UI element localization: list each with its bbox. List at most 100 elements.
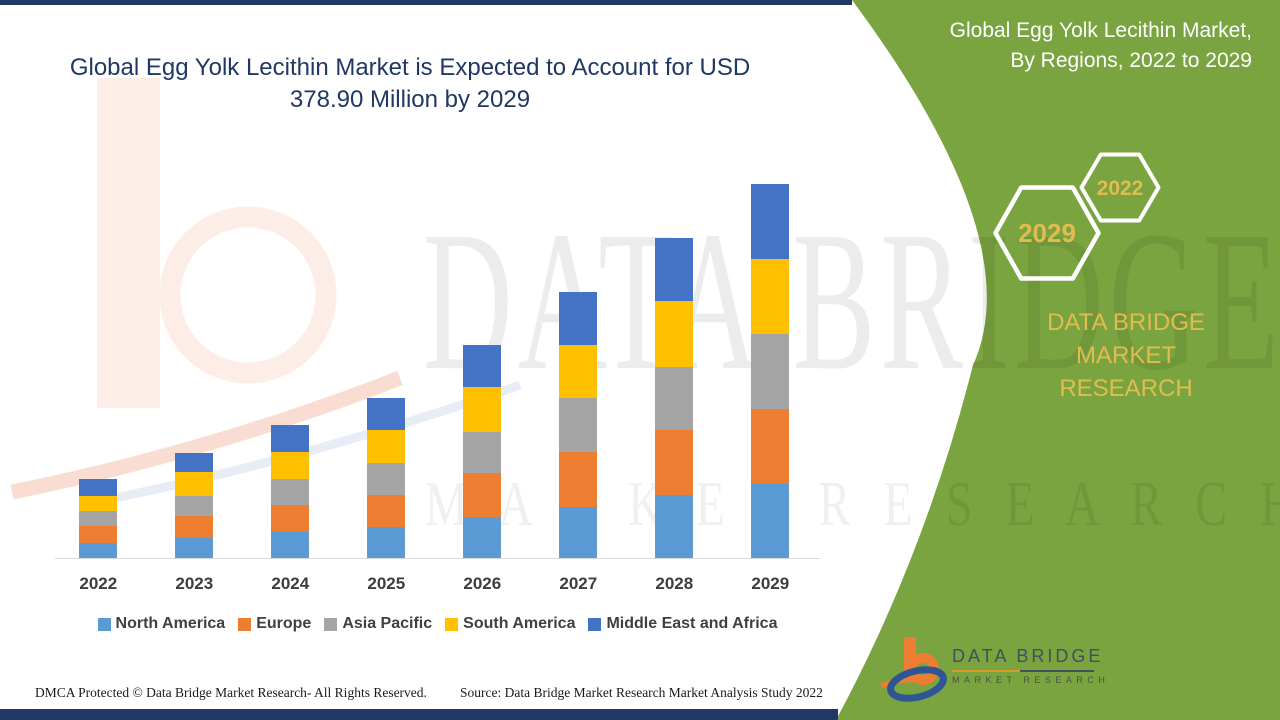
bar-segment-2022-middle-east-and-africa [79, 479, 118, 496]
bar-segment-2023-middle-east-and-africa [175, 452, 214, 473]
chart-legend: North America Europe Asia Pacific South Ame… [55, 615, 820, 633]
legend-item-middle-east-and-africa: Middle East and Africa [588, 615, 777, 633]
bar-segment-2029-europe [751, 409, 790, 484]
legend-swatch [588, 617, 602, 631]
bar-segment-2024-south-america [271, 452, 310, 480]
bar-segment-2027-south-america [559, 344, 598, 399]
x-axis-label-2024: 2024 [271, 574, 310, 593]
hexagon-2022-label: 2022 [1097, 177, 1144, 200]
hexagon-2029: 2029 [993, 185, 1101, 281]
hexagon-2022: 2022 [1079, 152, 1161, 223]
bar-segment-2026-north-america [463, 516, 502, 558]
bar-segment-2024-europe [271, 504, 310, 533]
page-title-line2: 378.90 Million by 2029 [289, 86, 531, 113]
company-logo-name: DATA BRIDGE [952, 646, 1104, 666]
legend-label: Middle East and Africa [606, 615, 778, 632]
bar-segment-2022-north-america [79, 543, 118, 558]
bar-segment-2024-north-america [271, 532, 310, 558]
side-panel-title-line1: Global Egg Yolk Lecithin Market, [949, 19, 1252, 42]
logo-watermark [10, 78, 522, 510]
bar-segment-2028-north-america [655, 494, 694, 558]
bar-segment-2027-middle-east-and-africa [559, 291, 598, 345]
bar-segment-2028-south-america [655, 301, 694, 368]
bar-2028 [655, 238, 694, 558]
legend-label: South America [463, 615, 576, 632]
bar-2022 [79, 479, 118, 558]
bar-segment-2029-asia-pacific [751, 334, 790, 410]
bar-segment-2022-europe [79, 526, 118, 544]
bar-segment-2027-north-america [559, 506, 598, 558]
bar-2024 [271, 424, 310, 558]
company-logo: DATA BRIDGE MARKET RESEARCH [878, 632, 1108, 706]
brand-wordmark: DATA BRIDGE MARKET RESEARCH [998, 306, 1254, 405]
bar-segment-2028-asia-pacific [655, 367, 694, 430]
source-note: Source: Data Bridge Market Research Mark… [460, 685, 823, 700]
bar-segment-2024-middle-east-and-africa [271, 424, 310, 453]
bar-segment-2029-south-america [751, 259, 790, 335]
bar-segment-2027-europe [559, 452, 598, 507]
x-axis-label-2023: 2023 [175, 574, 214, 593]
legend-label: Asia Pacific [342, 615, 433, 632]
hexagon-2029-label: 2029 [1018, 218, 1076, 248]
legend-item-europe: Europe [238, 615, 311, 633]
bar-segment-2025-middle-east-and-africa [367, 398, 406, 430]
legend-label: Europe [256, 615, 312, 632]
company-logo-subtitle: MARKET RESEARCH [952, 675, 1110, 685]
side-panel-title-line2: By Regions, 2022 to 2029 [1010, 49, 1252, 72]
bar-segment-2029-north-america [751, 483, 790, 558]
x-axis-label-2028: 2028 [655, 574, 694, 593]
bar-segment-2023-europe [175, 515, 214, 539]
bar-segment-2025-asia-pacific [367, 463, 406, 495]
bar-segment-2025-south-america [367, 429, 406, 464]
legend-label: North America [115, 615, 226, 632]
x-axis-label-2022: 2022 [79, 574, 118, 593]
bar-segment-2025-europe [367, 494, 406, 528]
bar-2025 [367, 398, 406, 558]
bar-segment-2025-north-america [367, 527, 406, 558]
bar-segment-2026-south-america [463, 387, 502, 432]
bar-segment-2027-asia-pacific [559, 398, 598, 453]
bar-2029 [751, 184, 790, 558]
bar-2026 [463, 344, 502, 558]
bar-segment-2029-middle-east-and-africa [751, 184, 790, 260]
bar-segment-2022-south-america [79, 495, 118, 511]
x-axis-label-2026: 2026 [463, 574, 502, 593]
bar-segment-2026-europe [463, 473, 502, 517]
page-title: Global Egg Yolk Lecithin Market is Expec… [30, 52, 790, 116]
stacked-bar-chart: 2022 2023 2024 2025 2026 2027 2028 2029 North A… [55, 184, 820, 633]
bottom-accent-bar [0, 709, 838, 720]
green-side-panel [836, 0, 1280, 720]
x-axis-label-2025: 2025 [367, 574, 406, 593]
x-axis-label-2027: 2027 [559, 574, 598, 593]
bar-segment-2022-asia-pacific [79, 510, 118, 527]
legend-swatch [97, 617, 111, 631]
bar-segment-2023-north-america [175, 538, 214, 558]
side-panel-title: Global Egg Yolk Lecithin Market, By Regi… [832, 16, 1252, 76]
bar-segment-2026-asia-pacific [463, 431, 502, 474]
company-logo-icon [880, 637, 947, 702]
legend-item-asia-pacific: Asia Pacific [324, 615, 432, 633]
company-logo-rule [952, 670, 1094, 672]
bar-2023 [175, 452, 214, 558]
legend-item-north-america: North America [97, 615, 226, 633]
bar-segment-2026-middle-east-and-africa [463, 344, 502, 388]
top-accent-bar [0, 0, 852, 5]
bar-segment-2023-asia-pacific [175, 495, 214, 516]
legend-swatch [445, 617, 459, 631]
legend-item-south-america: South America [445, 615, 575, 633]
dmca-notice: DMCA Protected © Data Bridge Market Rese… [35, 685, 427, 700]
company-logo-text: DATA BRIDGE MARKET RESEARCH [952, 646, 1110, 685]
brand-wordmark-line1: DATA BRIDGE MARKET [1047, 309, 1205, 369]
brand-wordmark-line2: RESEARCH [1059, 375, 1193, 402]
x-axis-label-2029: 2029 [751, 574, 790, 593]
bar-segment-2024-asia-pacific [271, 479, 310, 505]
bar-segment-2028-europe [655, 429, 694, 495]
x-axis-line [55, 558, 820, 559]
page-title-line1: Global Egg Yolk Lecithin Market is Expec… [69, 54, 751, 81]
legend-swatch [238, 617, 252, 631]
bar-2027 [559, 291, 598, 558]
bar-segment-2028-middle-east-and-africa [655, 238, 694, 302]
bar-segment-2023-south-america [175, 472, 214, 496]
legend-swatch [324, 617, 338, 631]
